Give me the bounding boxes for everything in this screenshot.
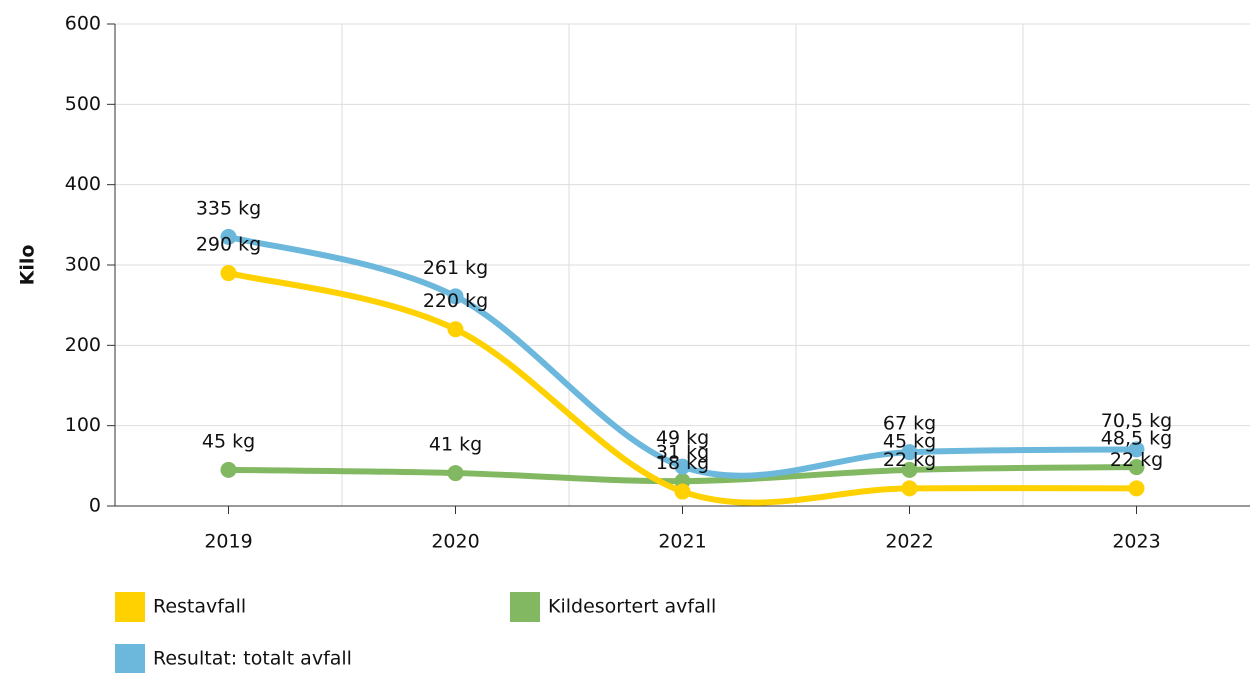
data-point: [1128, 441, 1145, 458]
y-tick-label: 100: [65, 414, 101, 436]
data-point: [901, 444, 918, 461]
data-label: 41 kg: [429, 434, 482, 456]
x-tick-label: 2021: [658, 531, 706, 553]
data-label: 220 kg: [423, 290, 488, 312]
data-point: [674, 483, 691, 500]
data-point: [1128, 459, 1145, 476]
legend-swatch: [115, 644, 145, 674]
data-point: [447, 288, 464, 305]
legend-label: Kildesortert avfall: [548, 596, 716, 618]
data-label: 45 kg: [883, 430, 936, 452]
y-tick-label: 400: [65, 173, 101, 195]
legend-swatch: [510, 592, 540, 622]
legend-swatch: [115, 592, 145, 622]
data-label: 261 kg: [423, 257, 488, 279]
data-label: 335 kg: [196, 197, 261, 219]
data-label: 49 kg: [656, 427, 709, 449]
data-label: 67 kg: [883, 413, 936, 435]
data-label: 70,5 kg: [1101, 410, 1172, 432]
data-point: [220, 265, 237, 282]
data-point: [220, 461, 237, 478]
data-point: [901, 480, 918, 497]
x-tick-label: 2019: [204, 531, 252, 553]
data-label: 290 kg: [196, 234, 261, 256]
y-axis-label: Kilo: [17, 245, 39, 286]
data-point: [674, 458, 691, 475]
data-label: 22 kg: [1110, 449, 1163, 471]
x-tick-label: 2023: [1112, 531, 1160, 553]
data-label: 48,5 kg: [1101, 428, 1172, 450]
data-label: 22 kg: [883, 449, 936, 471]
data-point: [1128, 480, 1145, 497]
x-tick-label: 2022: [885, 531, 933, 553]
legend-label: Restavfall: [153, 596, 246, 618]
data-label: 45 kg: [202, 430, 255, 452]
data-label: 18 kg: [656, 452, 709, 474]
data-point: [220, 228, 237, 245]
y-tick-label: 0: [89, 495, 101, 517]
y-tick-label: 200: [65, 334, 101, 356]
data-point: [447, 321, 464, 338]
data-point: [901, 461, 918, 478]
legend-label: Resultat: totalt avfall: [153, 648, 352, 670]
data-point: [447, 465, 464, 482]
x-tick-label: 2020: [431, 531, 479, 553]
data-label: 31 kg: [656, 442, 709, 464]
y-tick-label: 500: [65, 93, 101, 115]
y-tick-label: 300: [65, 254, 101, 276]
y-tick-label: 600: [65, 13, 101, 35]
